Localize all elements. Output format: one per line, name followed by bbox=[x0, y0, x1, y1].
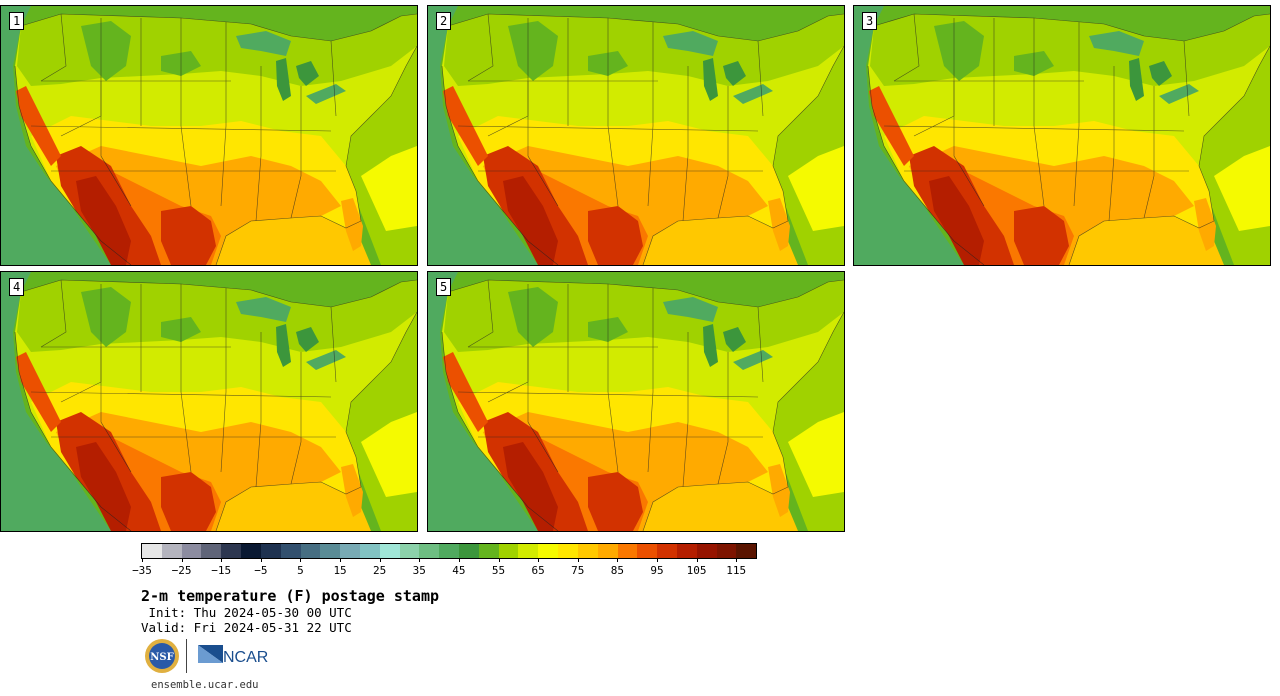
map-panel-3: 3 bbox=[853, 5, 1271, 266]
colorbar-tick-label: 65 bbox=[531, 564, 545, 577]
map-panel-2: 2 bbox=[427, 5, 845, 266]
temperature-map bbox=[428, 272, 844, 531]
colorbar-tick-label: 55 bbox=[491, 564, 506, 577]
temperature-map bbox=[428, 6, 844, 265]
colorbar-tick bbox=[419, 558, 421, 562]
panel-label: 1 bbox=[9, 12, 25, 30]
colorbar-ticks: −35 −25 −15 −5 5 15 25 35 45 55 65 75 85 95 105 115 bbox=[132, 558, 757, 580]
colorbar-segment bbox=[617, 544, 638, 558]
colorbar-segment bbox=[142, 544, 162, 558]
colorbar-tick-label: 95 bbox=[650, 564, 664, 577]
panel-label: 3 bbox=[862, 12, 878, 30]
colorbar-segment bbox=[241, 544, 261, 558]
colorbar-tick-label: 5 bbox=[297, 564, 304, 577]
valid-time: Valid: Fri 2024-05-31 22 UTC bbox=[141, 620, 352, 635]
colorbar-tick bbox=[656, 558, 658, 562]
colorbar-tick bbox=[260, 558, 262, 562]
colorbar-segment bbox=[637, 544, 658, 558]
colorbar-tick-label: −25 bbox=[171, 564, 192, 577]
temperature-map bbox=[854, 6, 1270, 265]
colorbar-tick bbox=[617, 558, 619, 562]
colorbar-tick-label: −15 bbox=[211, 564, 232, 577]
colorbar-segment bbox=[300, 544, 321, 558]
colorbar-segment bbox=[657, 544, 677, 558]
logos: NSF NCAR bbox=[145, 637, 275, 675]
colorbar-segment bbox=[478, 544, 499, 558]
colorbar-tick-label: 85 bbox=[610, 564, 624, 577]
colorbar-segment bbox=[439, 544, 459, 558]
ncar-logo-icon bbox=[198, 645, 223, 663]
colorbar-tick bbox=[300, 558, 302, 562]
colorbar bbox=[141, 543, 757, 559]
colorbar-segment bbox=[498, 544, 519, 558]
figure-title: 2-m temperature (F) postage stamp bbox=[141, 587, 440, 605]
svg-text:NSF: NSF bbox=[150, 652, 173, 663]
colorbar-segment bbox=[399, 544, 420, 558]
colorbar-tick-label: 35 bbox=[412, 564, 426, 577]
nsf-logo-icon: NSF bbox=[145, 639, 179, 673]
init-time: Init: Thu 2024-05-30 00 UTC bbox=[141, 605, 352, 620]
colorbar-tick bbox=[458, 558, 460, 562]
colorbar-tick bbox=[340, 558, 342, 562]
colorbar-segment bbox=[696, 544, 717, 558]
colorbar-segment bbox=[161, 544, 182, 558]
colorbar-segment bbox=[201, 544, 222, 558]
colorbar-tick bbox=[736, 558, 738, 562]
colorbar-tick-label: 45 bbox=[452, 564, 466, 577]
colorbar-segment bbox=[340, 544, 360, 558]
colorbar-tick-label: 25 bbox=[373, 564, 387, 577]
panel-label: 5 bbox=[436, 278, 452, 296]
colorbar-segment bbox=[538, 544, 559, 558]
colorbar-segment bbox=[716, 544, 737, 558]
colorbar-tick bbox=[538, 558, 540, 562]
colorbar-segment bbox=[597, 544, 618, 558]
map-panel-4: 4 bbox=[0, 271, 418, 532]
colorbar-tick bbox=[577, 558, 579, 562]
colorbar-tick-label: 15 bbox=[333, 564, 347, 577]
colorbar-tick-label: 75 bbox=[571, 564, 585, 577]
map-panel-5: 5 bbox=[427, 271, 845, 532]
colorbar-segment bbox=[577, 544, 598, 558]
colorbar-tick bbox=[696, 558, 698, 562]
colorbar-segment bbox=[359, 544, 380, 558]
map-panel-1: 1 bbox=[0, 5, 418, 266]
colorbar-tick-label: −5 bbox=[254, 564, 268, 577]
colorbar-segment bbox=[320, 544, 341, 558]
colorbar-segment bbox=[280, 544, 301, 558]
colorbar-segment bbox=[558, 544, 578, 558]
colorbar-tick bbox=[379, 558, 381, 562]
colorbar-tick-label: 115 bbox=[726, 564, 747, 577]
colorbar-segment bbox=[260, 544, 281, 558]
colorbar-tick bbox=[498, 558, 500, 562]
temperature-map bbox=[1, 272, 417, 531]
colorbar-segment bbox=[676, 544, 697, 558]
colorbar-tick bbox=[221, 558, 223, 562]
colorbar-tick-label: −35 bbox=[132, 564, 152, 577]
site-url: ensemble.ucar.edu bbox=[151, 679, 259, 691]
colorbar-segment bbox=[736, 544, 757, 558]
colorbar-tick bbox=[181, 558, 183, 562]
colorbar-segment bbox=[221, 544, 242, 558]
colorbar-tick bbox=[142, 558, 143, 562]
colorbar-segment bbox=[459, 544, 479, 558]
panel-label: 2 bbox=[436, 12, 452, 30]
colorbar-segment bbox=[518, 544, 539, 558]
ncar-logo-text: NCAR bbox=[223, 649, 268, 666]
temperature-map bbox=[1, 6, 417, 265]
colorbar-segment bbox=[419, 544, 440, 558]
panel-label: 4 bbox=[9, 278, 25, 296]
colorbar-tick-label: 105 bbox=[686, 564, 707, 577]
colorbar-segment bbox=[379, 544, 400, 558]
colorbar-segment bbox=[181, 544, 202, 558]
